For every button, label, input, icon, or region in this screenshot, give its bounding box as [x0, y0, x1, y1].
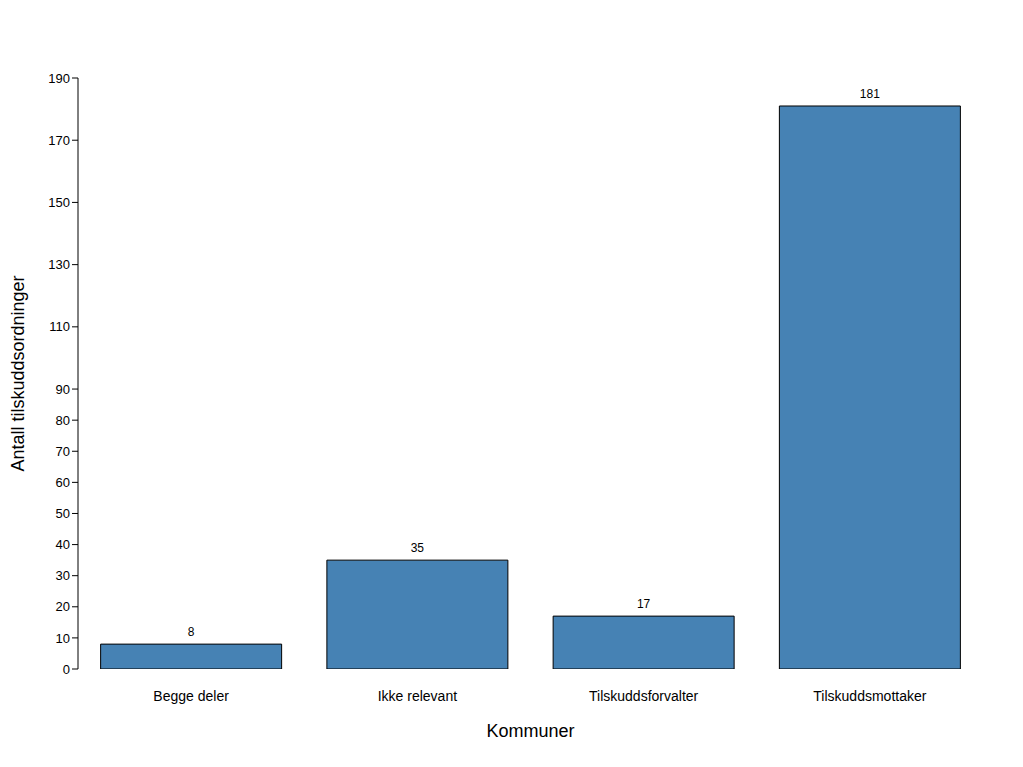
svg-text:Begge deler: Begge deler: [153, 688, 229, 704]
svg-text:90: 90: [56, 382, 70, 397]
svg-text:60: 60: [56, 475, 70, 490]
svg-text:110: 110: [49, 319, 70, 334]
svg-text:170: 170: [48, 133, 70, 148]
svg-text:50: 50: [56, 506, 70, 521]
svg-text:20: 20: [56, 599, 70, 614]
svg-text:Tilskuddsmottaker: Tilskuddsmottaker: [813, 688, 926, 704]
svg-text:80: 80: [56, 413, 70, 428]
svg-text:40: 40: [56, 537, 70, 552]
svg-text:150: 150: [48, 195, 70, 210]
svg-text:8: 8: [188, 625, 195, 639]
svg-text:10: 10: [56, 631, 70, 646]
svg-text:Antall tilskuddsordninger: Antall tilskuddsordninger: [8, 275, 28, 471]
svg-text:17: 17: [637, 597, 651, 611]
svg-text:0: 0: [63, 662, 70, 677]
svg-text:Kommuner: Kommuner: [486, 721, 574, 741]
svg-text:130: 130: [48, 257, 70, 272]
svg-text:35: 35: [411, 541, 425, 555]
svg-text:190: 190: [48, 71, 70, 86]
svg-text:Ikke relevant: Ikke relevant: [378, 688, 457, 704]
svg-text:30: 30: [56, 568, 70, 583]
svg-text:Tilskuddsforvalter: Tilskuddsforvalter: [589, 688, 699, 704]
svg-text:70: 70: [56, 444, 70, 459]
svg-text:181: 181: [860, 87, 880, 101]
